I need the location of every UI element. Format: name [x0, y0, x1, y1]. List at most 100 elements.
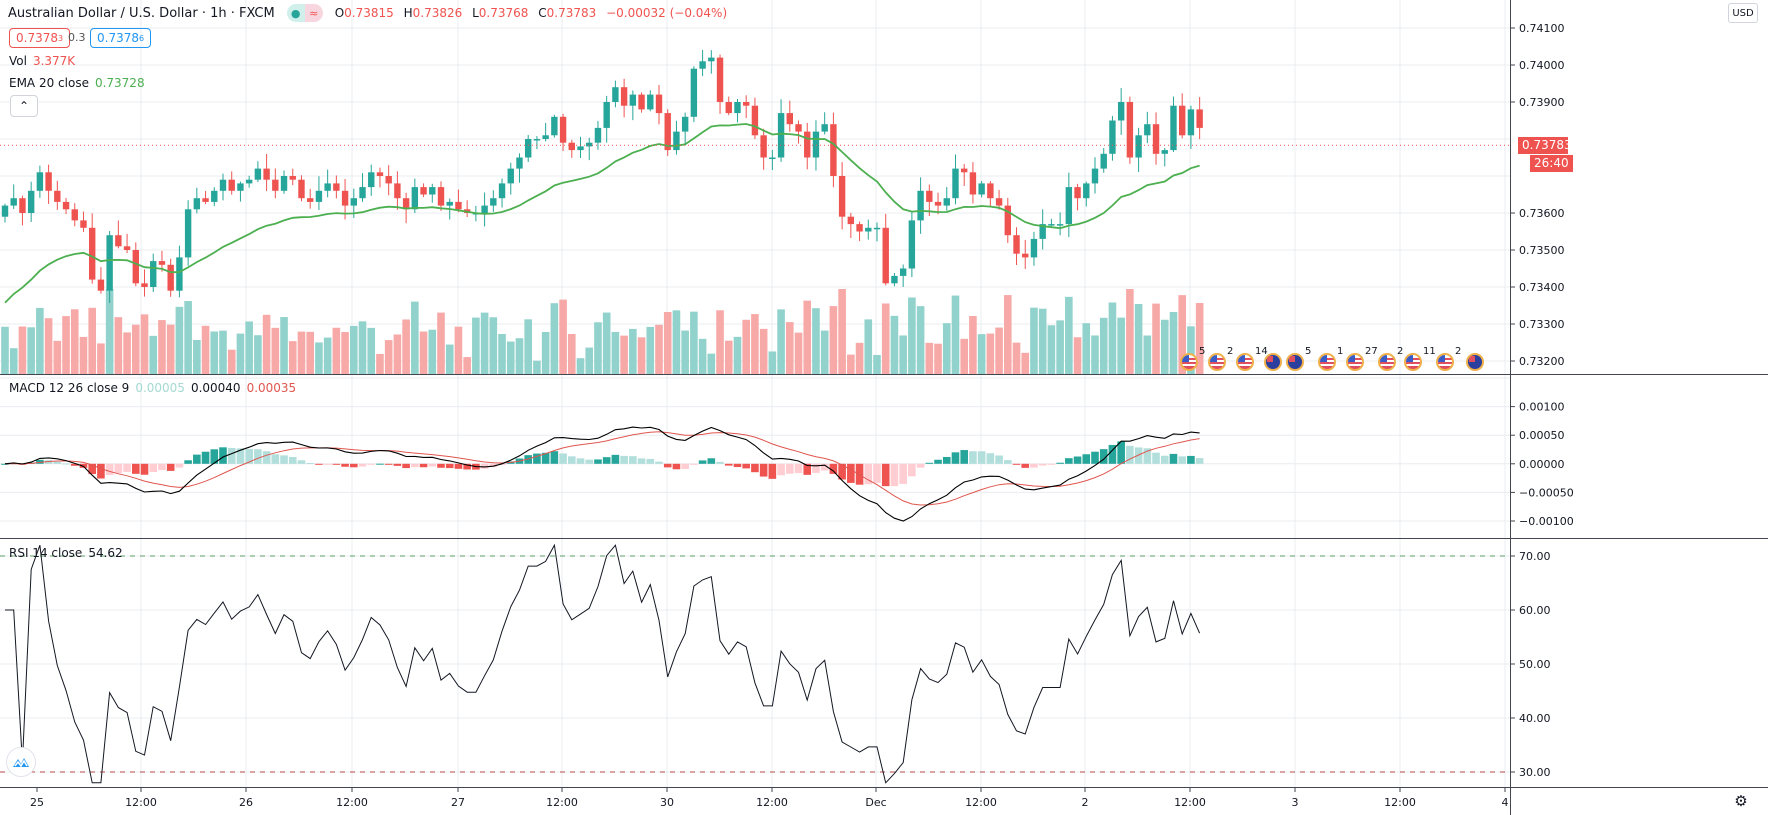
volume-bar [847, 354, 855, 374]
tradingview-logo-button[interactable] [6, 747, 36, 777]
macd-hist-bar [533, 453, 541, 464]
volume-bar [219, 330, 227, 374]
candle-body [812, 131, 820, 158]
macd-tick-label: 0.00050 [1519, 429, 1565, 442]
candle-body [1179, 105, 1186, 136]
low-label: L [472, 6, 479, 20]
us-flag-icon[interactable] [1404, 353, 1422, 371]
buy-button[interactable]: 0.7378 6 [90, 28, 152, 48]
event-count: 2 [1455, 346, 1462, 357]
time-tick-label: 30 [660, 796, 674, 809]
us-flag-icon[interactable] [1236, 353, 1254, 371]
price-tick-label: 0.74100 [1519, 22, 1565, 35]
macd-hist-bar [550, 451, 559, 464]
rsi-tick-label: 60.00 [1519, 604, 1551, 617]
volume-bar [646, 326, 655, 374]
macd-tick-label: −0.00100 [1519, 515, 1574, 528]
candle-body [1048, 224, 1055, 226]
candle-body [516, 157, 523, 169]
candle-body [176, 257, 183, 291]
volume-bar [1117, 317, 1125, 374]
volume-bar [820, 330, 829, 374]
candle-body [376, 172, 384, 176]
symbol-legend[interactable]: Australian Dollar / U.S. Dollar · 1h · F… [8, 4, 727, 22]
rsi-legend[interactable]: RSI 14 close 54.62 [9, 546, 123, 560]
au-flag-icon[interactable] [1286, 353, 1304, 371]
us-flag-icon[interactable] [1346, 353, 1364, 371]
macd-hist-bar [698, 460, 707, 464]
volume-bar [70, 309, 79, 374]
volume-bar [724, 340, 733, 374]
macd-hist-bar [707, 458, 716, 464]
macd-hist-value: 0.00005 [135, 381, 185, 395]
settings-button[interactable]: ⚙ [1730, 791, 1752, 811]
volume-bar [53, 340, 62, 374]
volume-bar [1073, 337, 1082, 374]
volume-bar [585, 347, 594, 374]
macd-hist-bar [70, 463, 79, 466]
candlesticks [1, 49, 1203, 304]
volume-bar [506, 341, 515, 374]
macd-hist-bar [594, 459, 602, 464]
currency-button[interactable]: USD [1728, 3, 1758, 23]
macd-hist-bar [166, 463, 175, 471]
volume-bar [193, 339, 201, 374]
event-count: 5 [1305, 346, 1312, 357]
candle-body [673, 131, 680, 151]
au-flag-icon[interactable] [1264, 353, 1282, 371]
candle-body [725, 102, 732, 114]
macd-hist-bar [751, 463, 759, 473]
volume-bar [925, 342, 934, 374]
candle-body [490, 198, 497, 206]
candle-body [1074, 187, 1081, 199]
candle-body [934, 201, 942, 206]
macd-hist-bar [1021, 463, 1030, 468]
open-label: O [334, 6, 345, 20]
low-value: 0.73768 [478, 6, 529, 20]
macd-hist-bar [942, 456, 951, 464]
time-tick-label: 2 [1082, 796, 1089, 809]
market-status[interactable]: ● ≈ [286, 4, 323, 22]
macd-tick-label: −0.00050 [1519, 486, 1574, 499]
macd-hist-bar [1012, 463, 1021, 465]
volume-bar [297, 331, 306, 374]
ema-legend[interactable]: EMA 20 close 0.73728 [9, 76, 145, 90]
macd-hist-bar [245, 449, 253, 464]
us-flag-icon[interactable] [1180, 353, 1198, 371]
au-flag-icon[interactable] [1466, 353, 1484, 371]
candle-body [978, 183, 985, 195]
macd-hist-bar [271, 454, 280, 464]
macd-hist-bar [262, 451, 271, 464]
macd-hist-bar [916, 463, 925, 468]
candle-body [446, 201, 453, 206]
macd-hist-bar [977, 451, 986, 464]
candle-body [341, 190, 349, 206]
candle-body [150, 261, 157, 287]
volume-bar [88, 307, 96, 374]
candle-body [141, 283, 148, 287]
us-flag-icon[interactable] [1436, 353, 1454, 371]
sell-button[interactable]: 0.7378 3 [9, 28, 71, 48]
us-flag-icon[interactable] [1318, 353, 1336, 371]
volume-bar [1004, 295, 1012, 374]
macd-legend[interactable]: MACD 12 26 close 9 0.00005 0.00040 0.00035 [9, 381, 296, 395]
candle-body [1030, 238, 1038, 258]
candle-body [681, 116, 689, 132]
macd-hist-bar [149, 463, 158, 473]
macd-hist-bar [742, 463, 750, 469]
volume-bar [1021, 352, 1030, 374]
volume-legend[interactable]: Vol 3.377K [9, 54, 75, 68]
candle-body [115, 235, 122, 247]
event-count: 5 [1199, 346, 1206, 357]
us-flag-icon[interactable] [1378, 353, 1396, 371]
candle-body [926, 190, 933, 202]
volume-bar [995, 327, 1003, 374]
candle-body [542, 135, 549, 139]
candle-body [62, 201, 70, 210]
macd-hist-bar [393, 463, 402, 466]
collapse-legend-button[interactable]: ⌃ [10, 95, 38, 117]
us-flag-icon[interactable] [1208, 353, 1226, 371]
volume-bar [254, 335, 262, 374]
